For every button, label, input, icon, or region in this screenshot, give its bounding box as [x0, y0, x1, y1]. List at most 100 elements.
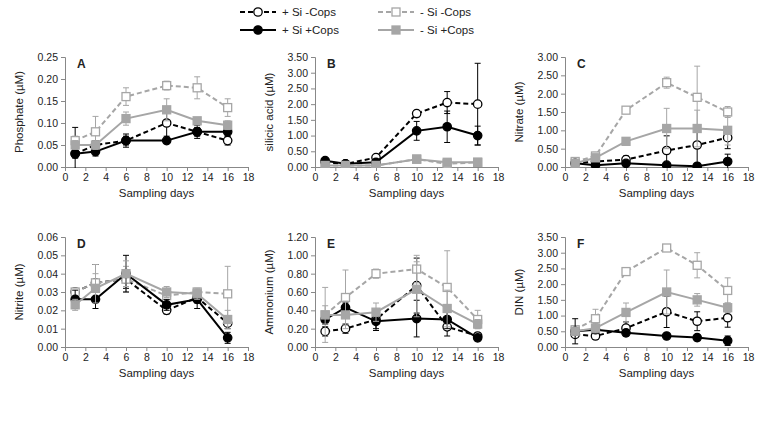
x-axis-title: Sampling days	[369, 367, 445, 379]
data-point	[723, 314, 731, 322]
data-point	[92, 128, 100, 136]
y-tick: 0.40	[288, 304, 315, 316]
x-tick: 12	[432, 167, 444, 183]
x-tick-mark	[417, 347, 418, 351]
error-bar	[93, 141, 99, 150]
x-tick-label: 12	[682, 171, 694, 183]
y-tick: 0.02	[38, 304, 65, 316]
x-tick-mark	[437, 347, 438, 351]
error-bar	[373, 303, 379, 321]
y-tick-label: 0.00	[38, 161, 59, 173]
legend-label: - Si +Cops	[420, 24, 474, 36]
x-tick-mark	[167, 347, 168, 351]
x-tick-mark	[565, 167, 566, 171]
x-tick: 18	[743, 167, 755, 183]
x-axis-title: Sampling days	[119, 187, 195, 199]
x-tick: 12	[682, 347, 694, 363]
y-tick: 0.50	[288, 145, 315, 157]
error-bar	[164, 81, 170, 90]
y-tick-mark	[311, 167, 315, 168]
error-bar	[664, 108, 670, 148]
x-tick: 8	[644, 167, 650, 183]
x-axis: 024681012141618	[563, 347, 755, 363]
y-tick-label: 0.25	[38, 51, 59, 63]
x-tick-mark	[748, 167, 749, 171]
x-tick-mark	[146, 347, 147, 351]
legend-marker	[392, 8, 400, 16]
x-tick-mark	[646, 347, 647, 351]
x-axis-title: Sampling days	[619, 367, 695, 379]
x-tick-mark	[478, 347, 479, 351]
x-tick-label: 14	[202, 171, 214, 183]
y-tick: 0.25	[38, 51, 65, 63]
x-tick-mark	[187, 347, 188, 351]
x-tick-label: 6	[374, 171, 380, 183]
x-tick-mark	[335, 167, 336, 171]
data-point	[571, 159, 579, 167]
y-tick: 0.80	[288, 268, 315, 280]
error-bar	[725, 278, 731, 303]
data-point	[571, 159, 579, 167]
x-tick-label: 10	[661, 351, 673, 363]
y-tick-mark	[61, 57, 65, 58]
y-tick-mark	[561, 130, 565, 131]
data-point	[443, 123, 451, 131]
y-axis: 0.000.050.100.150.200.25	[38, 51, 66, 173]
y-tick-label: 0.50	[288, 145, 309, 157]
data-point	[122, 270, 130, 278]
error-bar	[194, 288, 200, 299]
x-tick: 10	[411, 167, 423, 183]
error-bar	[322, 306, 328, 324]
x-tick-label: 14	[702, 171, 714, 183]
data-point	[724, 108, 732, 116]
y-tick: 3.00	[288, 67, 315, 79]
y-tick: 1.20	[288, 231, 315, 243]
data-point	[92, 141, 100, 149]
data-point	[224, 104, 232, 112]
y-tick-label: 0.15	[38, 95, 59, 107]
x-tick-mark	[207, 347, 208, 351]
x-tick-mark	[146, 167, 147, 171]
x-tick-mark	[248, 347, 249, 351]
data-point	[473, 334, 481, 342]
plot-area	[571, 66, 732, 168]
y-tick-mark	[311, 120, 315, 121]
error-bar	[623, 303, 629, 322]
error-bar	[725, 116, 731, 145]
y-tick-mark	[311, 292, 315, 293]
x-tick-mark	[315, 347, 316, 351]
data-point	[723, 337, 731, 345]
x-tick: 10	[661, 347, 673, 363]
x-axis-title: Sampling days	[119, 367, 195, 379]
data-point	[193, 128, 201, 136]
y-tick-label: 0.04	[38, 268, 59, 280]
y-axis-line	[61, 58, 66, 168]
data-point	[162, 301, 170, 309]
y-tick: 0.00	[288, 161, 315, 173]
data-point	[91, 141, 99, 149]
y-tick-mark	[311, 151, 315, 152]
x-tick-label: 16	[472, 351, 484, 363]
y-tick-mark	[561, 284, 565, 285]
x-tick: 2	[333, 347, 339, 363]
x-tick: 18	[243, 167, 255, 183]
series-line	[75, 123, 228, 154]
x-tick: 12	[682, 167, 694, 183]
y-axis-title: silicic acid (µM)	[263, 72, 275, 151]
x-tick: 2	[83, 347, 89, 363]
y-tick-mark	[561, 149, 565, 150]
x-tick: 12	[432, 347, 444, 363]
panel: 0.000.050.100.150.200.25024681012141618A…	[13, 51, 254, 199]
x-axis-line	[316, 348, 499, 352]
x-tick-label: 6	[624, 351, 630, 363]
y-tick: 0.03	[38, 286, 65, 298]
error-bar	[164, 287, 170, 298]
plot-area	[321, 251, 482, 343]
legend-label: + Si +Cops	[282, 24, 339, 36]
y-tick: 2.00	[538, 88, 565, 100]
y-tick-mark	[311, 104, 315, 105]
error-bar	[194, 77, 200, 99]
y-tick-label: 1.00	[288, 129, 309, 141]
data-point	[413, 285, 421, 293]
y-tick-label: 3.00	[538, 51, 559, 63]
